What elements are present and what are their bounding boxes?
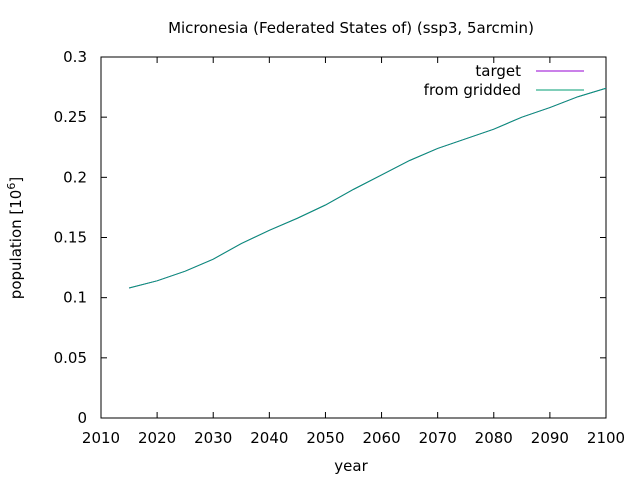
legend-label: from gridded: [424, 81, 521, 99]
x-tick-label: 2080: [475, 429, 513, 447]
x-tick-label: 2060: [362, 429, 400, 447]
x-tick-label: 2010: [82, 429, 120, 447]
y-axis-title-exponent: 6: [5, 183, 18, 190]
y-axis-title: population [106]: [5, 177, 25, 299]
y-axis-title-main: population [10: [7, 190, 25, 300]
x-tick-label: 2030: [194, 429, 232, 447]
x-axis: 2010 2020 2030 2040 2050 2060 2070 2080 2090 2100: [82, 57, 625, 447]
series-lines: [128, 87, 607, 289]
legend-label: target: [475, 62, 521, 80]
y-tick-label: 0.2: [63, 168, 87, 186]
y-tick-label: 0.1: [63, 289, 87, 307]
y-tick-label: 0: [77, 409, 87, 427]
y-tick-label: 0.25: [54, 108, 87, 126]
x-tick-label: 2100: [587, 429, 625, 447]
x-axis-title: year: [334, 457, 368, 475]
x-tick-label: 2050: [306, 429, 344, 447]
chart-title: Micronesia (Federated States of) (ssp3, …: [168, 19, 534, 37]
y-tick-label: 0.05: [54, 349, 87, 367]
series-line-from-gridded: [128, 87, 607, 289]
y-axis-title-close: ]: [7, 177, 25, 183]
x-tick-label: 2040: [250, 429, 288, 447]
y-axis: 0 0.05 0.1 0.15 0.2 0.25 0.3: [54, 48, 606, 427]
x-tick-label: 2020: [138, 429, 176, 447]
y-tick-label: 0.15: [54, 229, 87, 247]
x-tick-label: 2090: [531, 429, 569, 447]
plot-frame: [100, 56, 607, 419]
series-line-target: [128, 87, 607, 289]
x-tick-label: 2070: [419, 429, 457, 447]
y-tick-label: 0.3: [63, 48, 87, 66]
